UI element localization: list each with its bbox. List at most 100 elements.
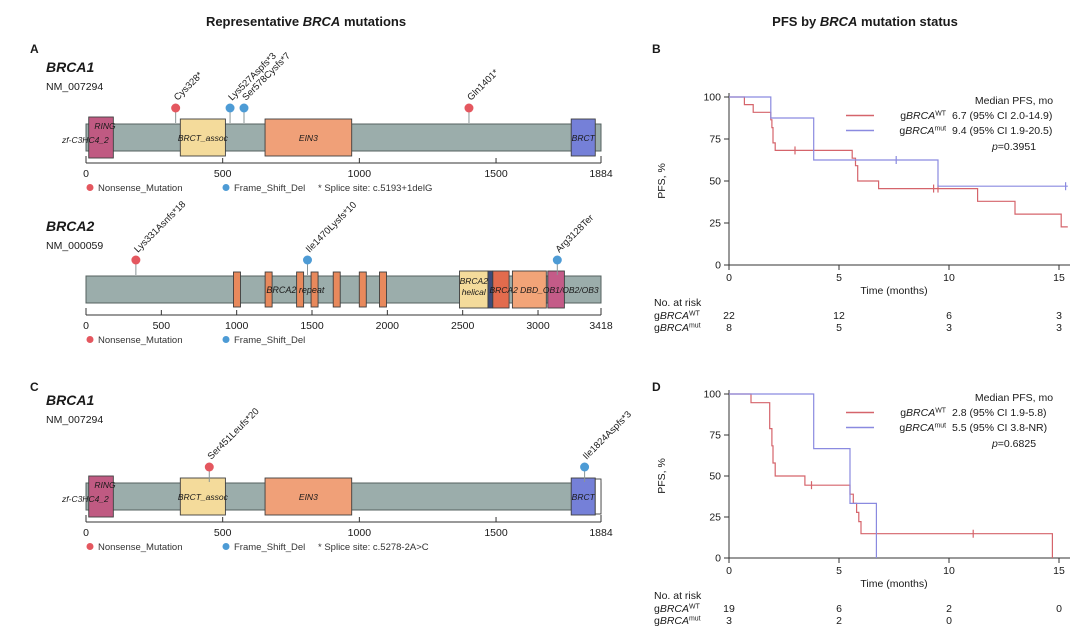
legend-frameshift-label: Frame_Shift_Del	[234, 335, 305, 346]
domain-box-dbd_ob	[511, 270, 547, 309]
risk-count: 0	[1056, 603, 1062, 615]
mutation-dot-nonsense	[464, 103, 474, 113]
repeat-box	[233, 271, 241, 308]
risk-count: 3	[1056, 310, 1062, 322]
y-axis-title: PFS, %	[656, 163, 668, 199]
gene-name: BRCA1	[46, 59, 94, 75]
legend-series-mut: gBRCAmut	[899, 125, 946, 137]
domain-span-label: BRCA2 DBD_OB1/OB2/OB3	[489, 285, 598, 295]
lollipop-plots: BRCA1 NM_007294 RING zf-C3HC4_2 BRCT_assoc EI…	[46, 51, 634, 553]
aa-axis-tick-label: 0	[83, 168, 89, 180]
risk-count: 8	[726, 322, 732, 334]
x-tick-label: 0	[726, 272, 732, 284]
aa-axis-tick-label: 1500	[484, 527, 508, 539]
aa-axis-tick-label: 1000	[348, 527, 372, 539]
repeat-box	[332, 271, 341, 308]
x-axis-title: Time (months)	[860, 578, 927, 590]
risk-row-label-mut: gBRCAmut	[654, 322, 701, 334]
risk-row-label-WT: gBRCAWT	[654, 603, 701, 615]
mutation-label: Lys331Asnfs*18	[132, 199, 188, 255]
x-tick-label: 10	[943, 272, 955, 284]
km-curve-mut	[729, 393, 877, 558]
left-title-post: mutations	[340, 14, 407, 29]
x-tick-label: 5	[836, 565, 842, 577]
aa-axis-tick-label: 3000	[526, 320, 550, 332]
right-title-post: mutation status	[857, 14, 958, 29]
risk-count: 19	[723, 603, 735, 615]
risk-row-label-WT: gBRCAWT	[654, 310, 701, 322]
aa-axis-tick-label: 2500	[451, 320, 475, 332]
risk-table-header: No. at risk	[654, 297, 702, 309]
legend-series-mut: gBRCAmut	[899, 422, 946, 434]
risk-row-label-mut: gBRCAmut	[654, 615, 701, 627]
mutation-dot-nonsense	[171, 103, 181, 113]
domain-sublabel: zf-C3HC4_2	[61, 135, 109, 145]
gene-name: BRCA1	[46, 392, 94, 408]
left-title-gene: BRCA	[302, 14, 341, 29]
mutation-label: Arg3128Ter	[554, 213, 597, 256]
domain-label: BRCT_assoc	[178, 492, 229, 502]
domain-label: RING	[94, 121, 116, 131]
splice-site-note: * Splice site: c.5193+1delG	[318, 183, 432, 194]
domain-box-ring	[88, 475, 114, 518]
legend-frameshift-dot	[222, 543, 230, 550]
domain-box-dbd	[492, 270, 510, 309]
legend-nonsense-dot	[86, 184, 94, 191]
x-tick-label: 0	[726, 565, 732, 577]
aa-axis-tick-label: 2000	[376, 320, 400, 332]
risk-count: 22	[723, 310, 735, 322]
x-tick-label: 5	[836, 272, 842, 284]
aa-axis-tick-label: 500	[153, 320, 171, 332]
y-tick-label: 0	[715, 260, 721, 272]
mutation-label: Ser451Leufs*20	[206, 406, 262, 462]
aa-axis-tick-label: 3418	[589, 320, 613, 332]
risk-count: 12	[833, 310, 845, 322]
aa-axis-tick-label: 1884	[589, 168, 613, 180]
terminal-box	[594, 478, 602, 515]
risk-table-header: No. at risk	[654, 590, 702, 602]
x-axis-title: Time (months)	[860, 285, 927, 297]
km-panel-d: 0 25 50 75 100 0 5 10 15 PFS, % Time (months) Media…	[654, 389, 1070, 627]
transcript-id: NM_007294	[46, 81, 103, 93]
y-axis-title: PFS, %	[656, 458, 668, 494]
km-legend-header: Median PFS, mo	[975, 392, 1053, 404]
domain-label: BRCA2	[460, 276, 489, 286]
km-legend-header: Median PFS, mo	[975, 95, 1053, 107]
mutation-label: Cys328*	[172, 70, 205, 103]
mutation-label: Ile1470Lysfs*10	[304, 200, 359, 255]
y-tick-label: 75	[709, 134, 721, 146]
risk-count: 3	[946, 322, 952, 334]
legend-series-wt: gBRCAWT	[900, 407, 947, 419]
domain-label: BRCT	[572, 133, 596, 143]
risk-count: 6	[836, 603, 842, 615]
risk-count: 2	[836, 615, 842, 627]
transcript-id: NM_007294	[46, 414, 103, 426]
panel-label-c: C	[30, 380, 39, 394]
domain-box-ring	[88, 116, 114, 159]
p-value: p=0.3951	[991, 141, 1036, 153]
legend-median-mut: 9.4 (95% CI 1.9-20.5)	[952, 125, 1052, 137]
legend-nonsense-dot	[86, 336, 94, 343]
mutation-dot-frameshift	[552, 255, 562, 265]
x-tick-label: 15	[1053, 565, 1065, 577]
splice-site-note: * Splice site: c.5278-2A>C	[318, 542, 429, 553]
gene-name: BRCA2	[46, 218, 94, 234]
mutation-dot-frameshift	[302, 255, 312, 265]
repeat-box	[296, 271, 305, 308]
panel-label-a: A	[30, 42, 39, 56]
mutation-label: Ile1824Aspfs*3	[581, 409, 634, 462]
y-tick-label: 100	[703, 92, 721, 104]
repeat-region-label: BRCA2 repeat	[266, 285, 325, 295]
risk-count: 3	[726, 615, 732, 627]
panel-label-b: B	[652, 42, 661, 56]
y-tick-label: 0	[715, 553, 721, 565]
lollipop-panel-brca1-0: BRCA1 NM_007294 RING zf-C3HC4_2 BRCT_assoc EI…	[46, 51, 613, 194]
risk-count: 5	[836, 322, 842, 334]
legend-nonsense-label: Nonsense_Mutation	[98, 542, 183, 553]
aa-axis-tick-label: 0	[83, 320, 89, 332]
mutation-dot-frameshift	[580, 462, 590, 472]
y-tick-label: 75	[709, 430, 721, 442]
panel-label-d: D	[652, 380, 661, 394]
domain-label: RING	[94, 480, 116, 490]
